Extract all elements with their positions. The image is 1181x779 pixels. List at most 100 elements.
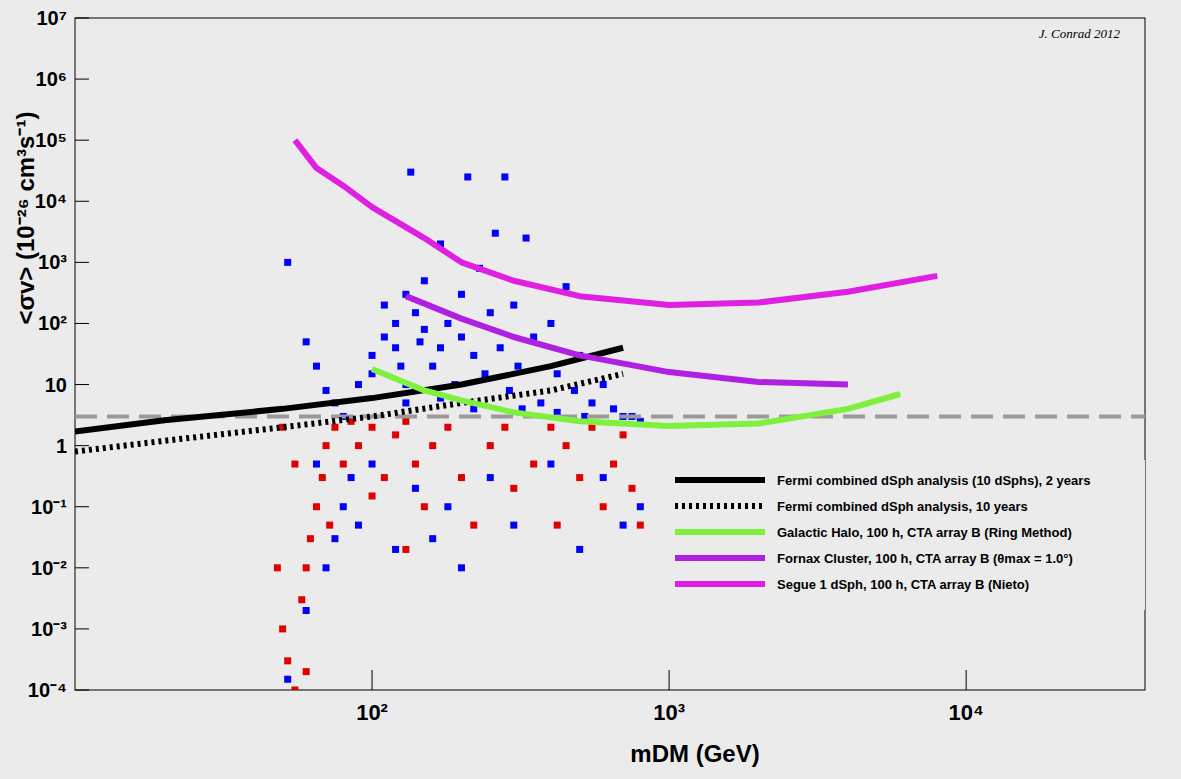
scatter-point (576, 546, 583, 553)
scatter-point (313, 461, 320, 468)
scatter-point (501, 424, 508, 431)
scatter-point (576, 474, 583, 481)
scatter-point (547, 424, 554, 431)
x-tick-label: 10⁴ (948, 700, 983, 725)
scatter-point (412, 309, 419, 316)
legend-swatch (675, 529, 765, 535)
scatter-point (487, 442, 494, 449)
x-axis-label: mDM (GeV) (630, 740, 759, 767)
y-axis-label: <σv> (10⁻²⁶ cm³s⁻¹) (12, 112, 39, 325)
x-tick-label: 10³ (653, 700, 685, 725)
scatter-point (444, 503, 451, 510)
scatter-point (291, 687, 298, 691)
scatter-point (303, 338, 310, 345)
scatter-point (369, 461, 376, 468)
scatter-point (412, 461, 419, 468)
y-tick-label: 10⁻⁴ (28, 679, 67, 701)
scatter-point (369, 492, 376, 499)
scatter-point (392, 546, 399, 553)
scatter-point (429, 442, 436, 449)
legend-swatch (675, 581, 765, 587)
scatter-point (515, 363, 522, 370)
scatter-point (331, 535, 338, 542)
scatter-point (487, 309, 494, 316)
scatter-point (313, 503, 320, 510)
chart: 10⁻⁴10⁻³10⁻²10⁻¹11010²10³10⁴10⁵10⁶10⁷10²… (0, 0, 1181, 779)
line-series (372, 369, 900, 426)
scatter-point (458, 291, 465, 298)
scatter-point (397, 363, 404, 370)
scatter-point (588, 399, 595, 406)
y-tick (75, 262, 89, 263)
scatter-point (637, 503, 644, 510)
y-tick-label: 10⁻¹ (31, 496, 67, 518)
scatter-point (369, 424, 376, 431)
scatter-point (402, 546, 409, 553)
scatter-point (369, 352, 376, 359)
line-series (406, 296, 848, 384)
scatter-point (291, 461, 298, 468)
scatter-point (284, 676, 291, 683)
scatter-point (458, 474, 465, 481)
scatter-point (501, 173, 508, 180)
y-tick (75, 323, 89, 324)
scatter-point (458, 334, 465, 341)
legend-label: Galactic Halo, 100 h, CTA array B (Ring … (777, 525, 1072, 540)
legend-swatch (675, 503, 765, 509)
scatter-point (323, 387, 330, 394)
scatter-point (487, 474, 494, 481)
scatter-point (571, 387, 578, 394)
scatter-point (381, 302, 388, 309)
plot-area (75, 140, 1145, 690)
background (0, 0, 1181, 779)
scatter-point (319, 474, 326, 481)
scatter-point (392, 431, 399, 438)
y-tick-label: 10⁶ (36, 68, 67, 90)
scatter-point (303, 607, 310, 614)
y-tick-label: 10⁻² (31, 557, 67, 579)
line-series (295, 140, 937, 305)
scatter-point (392, 344, 399, 351)
x-tick (669, 670, 670, 690)
x-tick-label: 10² (356, 700, 388, 725)
y-tick-label: 10⁵ (35, 129, 67, 151)
scatter-point (355, 381, 362, 388)
scatter-point (637, 522, 644, 529)
scatter-point (402, 399, 409, 406)
scatter-point (421, 277, 428, 284)
scatter-point (563, 283, 570, 290)
scatter-point (600, 381, 607, 388)
scatter-point (600, 503, 607, 510)
scatter-point (284, 657, 291, 664)
scatter-point (510, 302, 517, 309)
scatter-point (444, 424, 451, 431)
scatter-point (470, 352, 477, 359)
scatter-point (340, 503, 347, 510)
scatter-point (402, 418, 409, 425)
scatter-point (298, 596, 305, 603)
scatter-point (381, 474, 388, 481)
y-tick (75, 690, 89, 691)
line-series (75, 374, 623, 452)
scatter-point (392, 320, 399, 327)
scatter-point (303, 668, 310, 675)
scatter-point (274, 564, 281, 571)
credit: J. Conrad 2012 (1039, 26, 1121, 41)
scatter-point (412, 485, 419, 492)
y-tick-label: 1 (56, 435, 67, 457)
scatter-point (279, 625, 286, 632)
scatter-point (407, 169, 414, 176)
scatter-point (506, 387, 513, 394)
scatter-point (537, 399, 544, 406)
scatter-point (416, 338, 423, 345)
scatter-point (284, 259, 291, 266)
scatter-point (323, 442, 330, 449)
x-tick (966, 670, 967, 690)
legend-label: Fermi combined dSph analysis (10 dSphs),… (777, 473, 1091, 488)
y-tick (75, 506, 89, 507)
scatter-point (331, 424, 338, 431)
scatter-point (563, 442, 570, 449)
legend-label: Fermi combined dSph analysis, 10 years (777, 499, 1028, 514)
scatter-point (610, 405, 617, 412)
y-tick-label: 10³ (38, 251, 67, 273)
